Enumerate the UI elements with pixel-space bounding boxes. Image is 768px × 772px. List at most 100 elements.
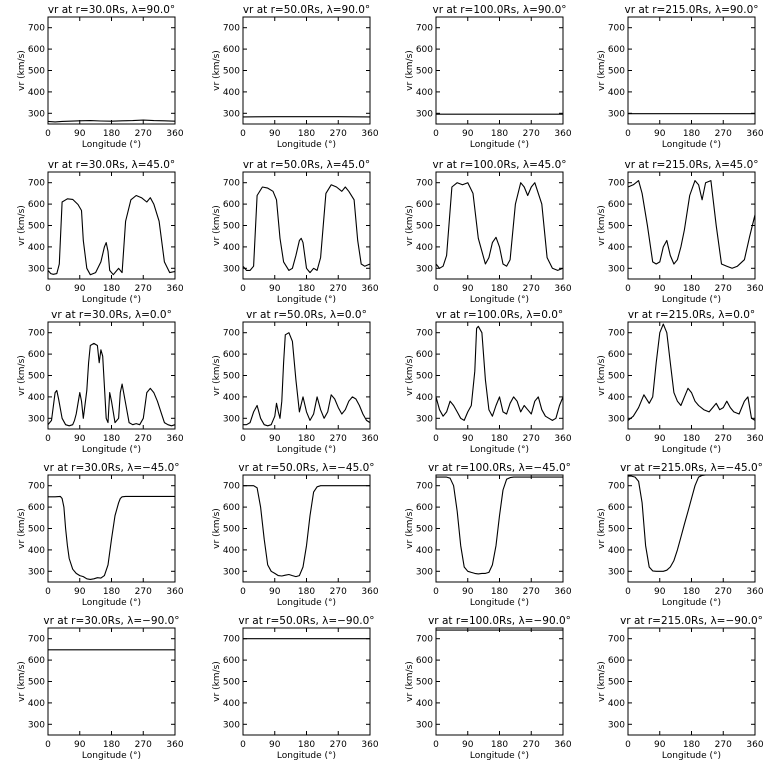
x-tick-label: 0 [45,434,51,444]
x-tick-label: 270 [330,587,347,597]
x-tick-label: 180 [683,740,700,750]
x-tick-label: 270 [135,740,152,750]
x-axis-label: Longitude (°) [277,140,336,150]
subplot-title: vr at r=215.0Rs, λ=−45.0° [620,462,763,474]
y-tick-label: 400 [223,393,240,403]
x-tick-label: 360 [746,587,763,597]
y-tick-label: 400 [608,699,625,709]
y-tick-label: 600 [416,350,433,360]
x-tick-label: 270 [715,740,732,750]
y-axis-label: vr (km/s) [405,508,415,549]
x-tick-label: 180 [103,587,120,597]
x-tick-label: 180 [298,129,315,139]
x-tick-label: 270 [715,587,732,597]
y-axis-label: vr (km/s) [405,205,415,246]
x-tick-label: 360 [554,129,571,139]
y-tick-label: 700 [416,635,433,645]
series-line [48,196,175,275]
y-tick-label: 300 [608,264,625,274]
y-tick-label: 500 [28,678,45,688]
x-tick-label: 0 [433,284,439,294]
x-tick-label: 270 [135,284,152,294]
x-tick-label: 180 [491,434,508,444]
x-axis-label: Longitude (°) [470,598,529,608]
x-tick-label: 90 [74,587,86,597]
subplot-title: vr at r=30.0Rs, λ=45.0° [48,159,175,171]
x-tick-label: 270 [523,434,540,444]
x-tick-label: 0 [45,129,51,139]
subplot-title: vr at r=30.0Rs, λ=0.0° [51,309,172,321]
y-tick-label: 400 [608,393,625,403]
x-axis-label: Longitude (°) [662,751,721,761]
y-tick-label: 300 [416,720,433,730]
x-tick-label: 270 [523,587,540,597]
y-tick-label: 400 [28,699,45,709]
y-axis-label: vr (km/s) [212,661,222,702]
x-tick-label: 90 [269,587,281,597]
x-tick-label: 270 [330,129,347,139]
x-tick-label: 360 [166,129,183,139]
x-tick-label: 360 [361,129,378,139]
x-axis-label: Longitude (°) [82,295,141,305]
x-tick-label: 180 [491,129,508,139]
x-tick-label: 180 [491,587,508,597]
x-tick-label: 180 [298,284,315,294]
x-tick-label: 360 [554,434,571,444]
x-tick-label: 0 [625,587,631,597]
y-tick-label: 300 [28,109,45,119]
subplot-title: vr at r=215.0Rs, λ=90.0° [624,4,758,16]
x-tick-label: 270 [135,587,152,597]
x-tick-label: 360 [361,434,378,444]
y-axis-label: vr (km/s) [405,50,415,91]
x-tick-label: 0 [240,284,246,294]
y-axis-label: vr (km/s) [17,508,27,549]
y-tick-label: 500 [223,678,240,688]
subplot-title: vr at r=50.0Rs, λ=0.0° [246,309,367,321]
series-line [243,333,370,426]
x-tick-label: 90 [74,284,86,294]
y-tick-label: 500 [28,222,45,232]
x-tick-label: 90 [654,587,666,597]
x-tick-label: 0 [625,434,631,444]
x-tick-label: 270 [135,434,152,444]
y-tick-label: 600 [28,350,45,360]
x-tick-label: 360 [361,587,378,597]
y-tick-label: 400 [28,546,45,556]
subplot-title: vr at r=100.0Rs, λ=90.0° [432,4,566,16]
plot-frame [243,475,370,582]
y-tick-label: 500 [608,372,625,382]
subplot-title: vr at r=30.0Rs, λ=−90.0° [43,615,179,627]
y-axis-label: vr (km/s) [17,50,27,91]
x-tick-label: 0 [45,740,51,750]
x-axis-label: Longitude (°) [277,445,336,455]
x-tick-label: 180 [103,284,120,294]
y-tick-label: 500 [608,222,625,232]
x-axis-label: Longitude (°) [82,751,141,761]
y-tick-label: 300 [416,109,433,119]
subplot-title: vr at r=100.0Rs, λ=45.0° [432,159,566,171]
x-tick-label: 360 [554,587,571,597]
x-tick-label: 90 [74,740,86,750]
x-tick-label: 0 [240,129,246,139]
y-tick-label: 700 [416,179,433,189]
y-tick-label: 700 [608,482,625,492]
y-tick-label: 600 [28,656,45,666]
y-axis-label: vr (km/s) [597,205,607,246]
x-tick-label: 90 [462,284,474,294]
y-tick-label: 400 [608,243,625,253]
x-tick-label: 0 [433,740,439,750]
y-axis-label: vr (km/s) [17,355,27,396]
subplot-title: vr at r=30.0Rs, λ=90.0° [48,4,175,16]
x-tick-label: 90 [74,434,86,444]
x-tick-label: 270 [330,740,347,750]
x-tick-label: 180 [103,129,120,139]
